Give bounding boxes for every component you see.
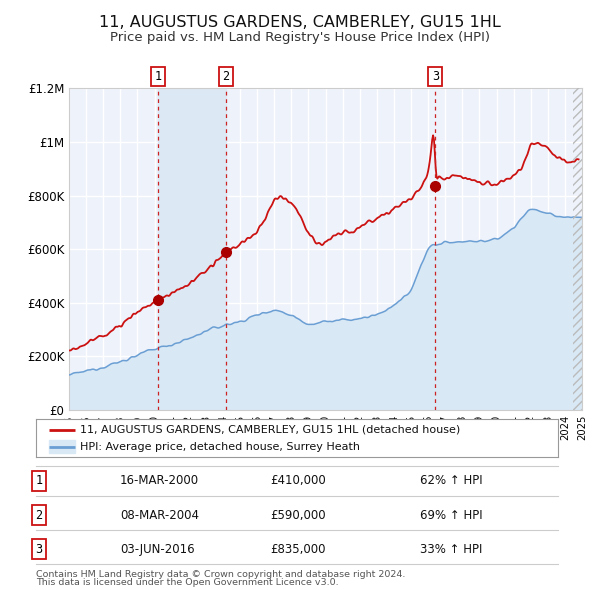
Text: This data is licensed under the Open Government Licence v3.0.: This data is licensed under the Open Gov…: [36, 578, 338, 587]
Text: £835,000: £835,000: [270, 543, 325, 556]
Text: 03-JUN-2016: 03-JUN-2016: [120, 543, 194, 556]
Text: 3: 3: [35, 543, 43, 556]
Text: HPI: Average price, detached house, Surrey Heath: HPI: Average price, detached house, Surr…: [80, 441, 361, 451]
Bar: [158, 88, 226, 410]
Text: 2: 2: [35, 509, 43, 522]
Text: 62% ↑ HPI: 62% ↑ HPI: [420, 474, 482, 487]
Text: 1: 1: [35, 474, 43, 487]
Text: 2: 2: [223, 70, 230, 83]
Text: 69% ↑ HPI: 69% ↑ HPI: [420, 509, 482, 522]
Text: 11, AUGUSTUS GARDENS, CAMBERLEY, GU15 1HL: 11, AUGUSTUS GARDENS, CAMBERLEY, GU15 1H…: [99, 15, 501, 30]
Text: 16-MAR-2000: 16-MAR-2000: [120, 474, 199, 487]
Text: 08-MAR-2004: 08-MAR-2004: [120, 509, 199, 522]
Text: Contains HM Land Registry data © Crown copyright and database right 2024.: Contains HM Land Registry data © Crown c…: [36, 570, 406, 579]
Text: 3: 3: [432, 70, 439, 83]
Text: 1: 1: [154, 70, 161, 83]
Text: £410,000: £410,000: [270, 474, 326, 487]
Bar: [574, 88, 582, 410]
Text: Price paid vs. HM Land Registry's House Price Index (HPI): Price paid vs. HM Land Registry's House …: [110, 31, 490, 44]
Text: £590,000: £590,000: [270, 509, 326, 522]
Text: 11, AUGUSTUS GARDENS, CAMBERLEY, GU15 1HL (detached house): 11, AUGUSTUS GARDENS, CAMBERLEY, GU15 1H…: [80, 425, 461, 435]
Text: 33% ↑ HPI: 33% ↑ HPI: [420, 543, 482, 556]
